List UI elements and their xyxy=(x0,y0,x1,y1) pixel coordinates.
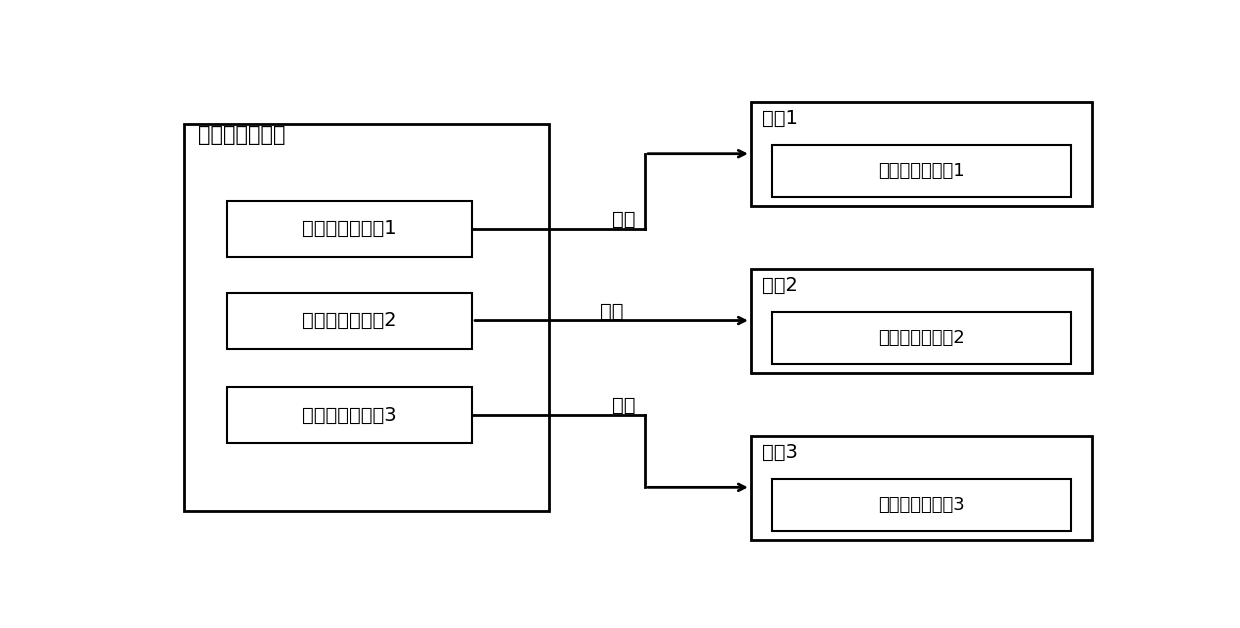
Text: 节点2: 节点2 xyxy=(763,276,799,295)
Bar xyxy=(227,201,472,257)
Bar xyxy=(751,102,1092,206)
Text: 配置管理服务器: 配置管理服务器 xyxy=(198,126,285,146)
Text: 非对称配置文件1: 非对称配置文件1 xyxy=(878,162,965,180)
Bar xyxy=(227,293,472,349)
Text: 非对称配置文件3: 非对称配置文件3 xyxy=(303,406,397,425)
Text: 分发: 分发 xyxy=(600,301,624,320)
Text: 节点3: 节点3 xyxy=(763,443,799,462)
Bar xyxy=(751,269,1092,373)
Bar xyxy=(773,145,1071,197)
Bar xyxy=(184,124,549,511)
Bar xyxy=(227,387,472,443)
Text: 分发: 分发 xyxy=(613,396,635,415)
Text: 非对称配置文件3: 非对称配置文件3 xyxy=(878,496,965,514)
Bar xyxy=(773,479,1071,531)
Bar xyxy=(773,312,1071,364)
Text: 非对称配置文件2: 非对称配置文件2 xyxy=(303,311,397,330)
Text: 分发: 分发 xyxy=(613,210,635,229)
Text: 节点1: 节点1 xyxy=(763,109,799,128)
Text: 非对称配置文件1: 非对称配置文件1 xyxy=(303,219,397,239)
Bar xyxy=(751,436,1092,539)
Text: 非对称配置文件2: 非对称配置文件2 xyxy=(878,329,965,347)
